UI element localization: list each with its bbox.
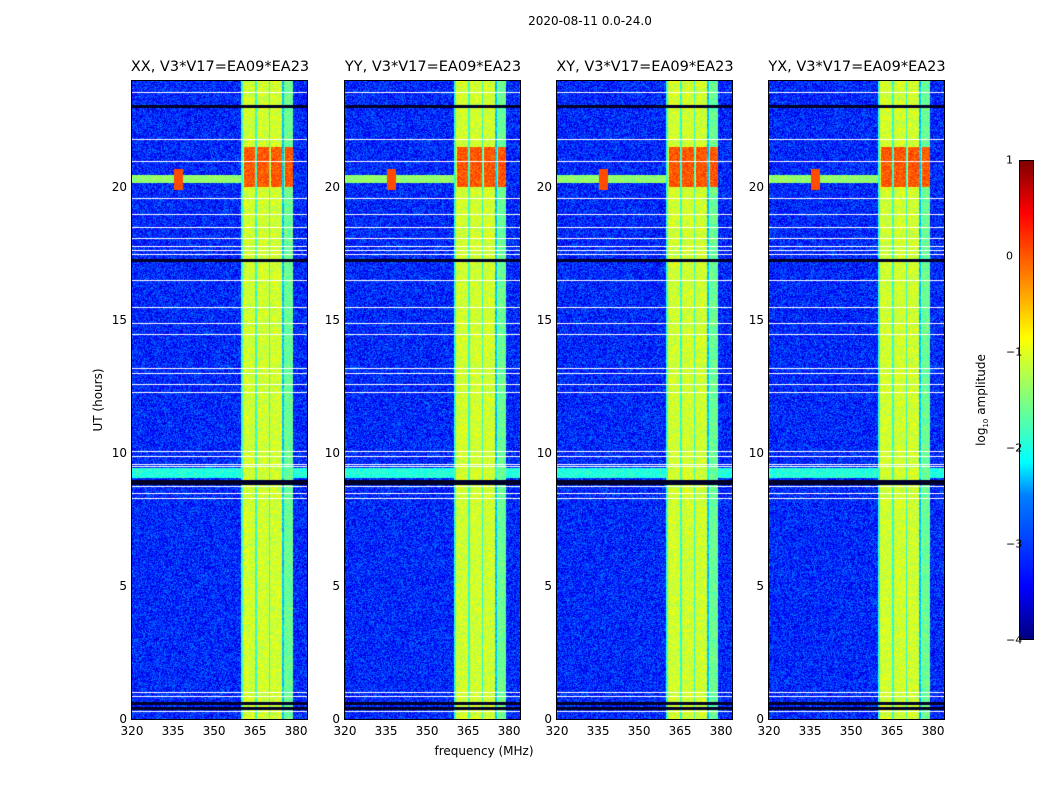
heatmap-panel-2	[556, 80, 733, 720]
y-tick-label: 0	[332, 712, 340, 726]
x-tick-label: 365	[243, 724, 267, 738]
y-tick-label: 5	[332, 579, 340, 594]
y-tick-label: 5	[544, 579, 552, 594]
y-tick-label: 10	[111, 446, 127, 461]
x-tick-label: 335	[586, 724, 610, 738]
y-tick-label: 0	[544, 712, 552, 726]
colorbar-tick-label: 1	[1006, 153, 1013, 167]
x-tick-label: 320	[757, 724, 781, 738]
x-tick-label: 335	[374, 724, 398, 738]
x-tick-label: 335	[161, 724, 185, 738]
y-tick-label: 10	[748, 446, 764, 461]
panel-title: XY, V3*V17=EA09*EA23	[556, 59, 734, 75]
colorbar-tick-label: −2	[1006, 441, 1023, 455]
x-tick-label: 380	[709, 724, 733, 738]
y-tick-label: 5	[119, 579, 127, 594]
x-tick-label: 320	[333, 724, 357, 738]
x-tick-label: 365	[880, 724, 904, 738]
colorbar-tick-label: 0	[1006, 249, 1013, 263]
panel-title: YX, V3*V17=EA09*EA23	[768, 59, 946, 75]
x-tick-label: 320	[120, 724, 144, 738]
y-tick-label: 20	[324, 180, 340, 195]
y-tick-label: 20	[111, 180, 127, 195]
heatmap-image	[557, 81, 732, 719]
x-tick-label: 350	[202, 724, 226, 738]
y-tick-label: 20	[536, 180, 552, 195]
x-tick-label: 380	[921, 724, 945, 738]
x-tick-label: 320	[545, 724, 569, 738]
y-tick-label: 5	[756, 579, 764, 594]
x-tick-label: 380	[284, 724, 308, 738]
x-tick-label: 380	[497, 724, 521, 738]
x-tick-label: 350	[627, 724, 651, 738]
y-tick-label: 0	[119, 712, 127, 726]
y-tick-label: 15	[324, 313, 340, 328]
y-tick-label: 0	[756, 712, 764, 726]
colorbar-tick-label: −3	[1006, 537, 1023, 551]
panel-title: XX, V3*V17=EA09*EA23	[130, 59, 310, 75]
x-tick-label: 365	[668, 724, 692, 738]
y-tick-label: 20	[748, 180, 764, 195]
colorbar-tick-label: −1	[1006, 345, 1023, 359]
heatmap-image	[345, 81, 520, 719]
x-tick-label: 335	[798, 724, 822, 738]
x-axis-label: frequency (MHz)	[434, 744, 534, 758]
y-tick-label: 15	[111, 313, 127, 328]
y-tick-label: 15	[536, 313, 552, 328]
heatmap-image	[132, 81, 307, 719]
x-tick-label: 350	[415, 724, 439, 738]
colorbar	[1019, 160, 1034, 640]
heatmap-panel-3	[768, 80, 945, 720]
heatmap-panel-1	[344, 80, 521, 720]
colorbar-tick-label: −4	[1006, 633, 1023, 647]
y-tick-label: 15	[748, 313, 764, 328]
y-axis-label: UT (hours)	[91, 368, 105, 432]
y-tick-label: 10	[536, 446, 552, 461]
y-tick-label: 10	[324, 446, 340, 461]
figure-title: 2020-08-11 0.0-24.0	[528, 14, 652, 28]
colorbar-label: log10 amplitude	[973, 354, 991, 446]
heatmap-panel-0	[131, 80, 308, 720]
heatmap-image	[769, 81, 944, 719]
x-tick-label: 365	[456, 724, 480, 738]
panel-title: YY, V3*V17=EA09*EA23	[344, 59, 522, 75]
x-tick-label: 350	[839, 724, 863, 738]
